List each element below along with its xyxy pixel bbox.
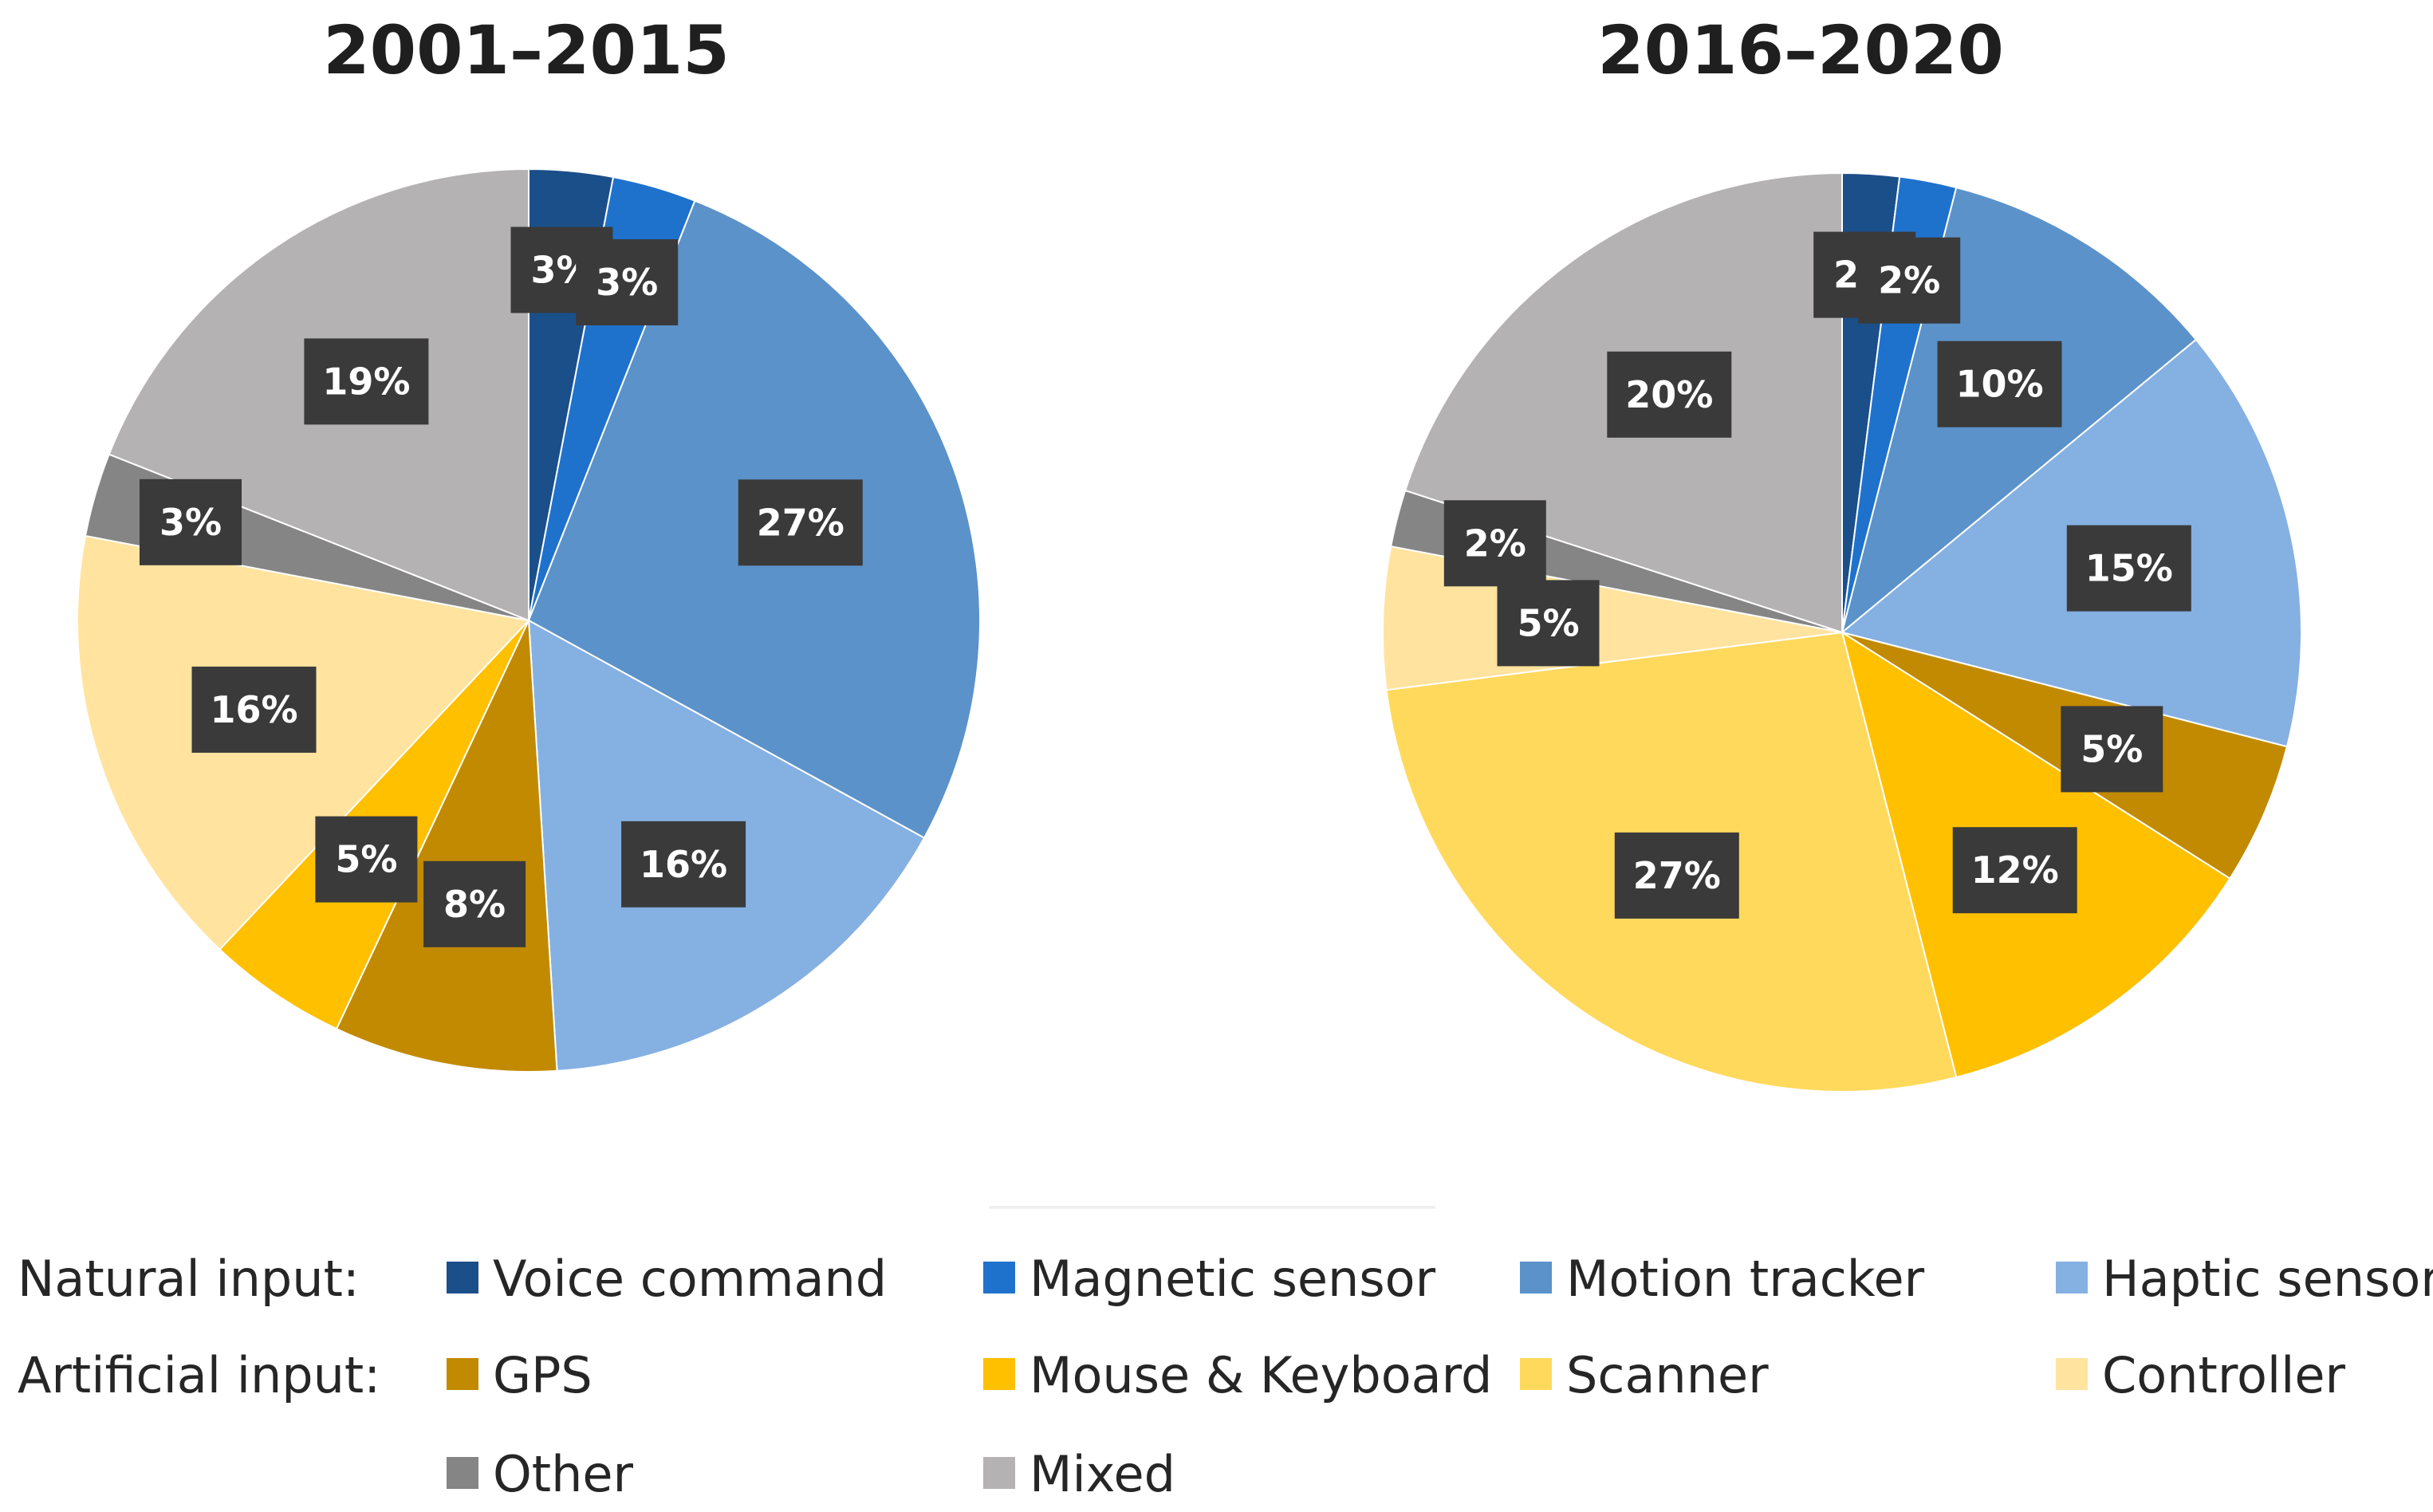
slice-label-text: 15% [2085, 547, 2173, 590]
slice-label-text: 20% [1625, 373, 1713, 416]
slice-label-text: 2% [1464, 522, 1526, 565]
legend-label-magnetic-sensor: Magnetic sensor [1029, 1250, 1436, 1308]
slice-label-text: 12% [1971, 849, 2059, 892]
slice-label-text: 5% [335, 838, 397, 881]
slice-label-gps: 5% [2061, 706, 2163, 793]
pie-2001-2015: 3% 3%27%16%8%5%16%3%19% [77, 167, 981, 1073]
chart-2016-2020: 2016–2020 2%2%10%15%5%12%27%5%2%20% [1381, 11, 2302, 1093]
legend-item-scanner: Scanner [1520, 1346, 1769, 1404]
legend-artificial-label: Artificial input: [18, 1346, 380, 1404]
slice-label-box [304, 338, 429, 425]
slice-label-text: 16% [210, 688, 297, 731]
slice-label-text: 8% [443, 883, 506, 926]
slice-label-box [140, 478, 242, 565]
legend-swatch-mouse-keyboard [983, 1358, 1015, 1390]
slice-label-text: 16% [640, 843, 727, 886]
slice-label-box [576, 239, 679, 325]
legend-item-mouse-keyboard: Mouse & Keyboard [983, 1346, 1492, 1404]
slice-label-controller: 5% [1497, 580, 1600, 667]
slice-label-magnetic-sensor: 3% [576, 239, 679, 325]
legend-swatch-other [447, 1457, 478, 1489]
slice-label-text: 10% [1955, 363, 2043, 406]
legend-swatch-magnetic-sensor [983, 1262, 1015, 1293]
slice-label-box [1614, 832, 1739, 919]
slice-label-other: 2% [1443, 500, 1546, 587]
legend-item-gps: GPS [447, 1346, 593, 1404]
slice-label-box [191, 666, 317, 753]
slice-label-haptic-sensor: 15% [2066, 525, 2191, 612]
legend-label-voice-command: Voice command [493, 1250, 887, 1308]
slice-label-box [1858, 237, 1961, 324]
slice-label-mouse-and-keyboard: 5% [315, 816, 418, 903]
slice-label-text: 3% [596, 261, 658, 304]
pie-2016-2020: 2%2%10%15%5%12%27%5%2%20% [1381, 171, 2302, 1093]
chart-2001-2015: 2001–2015 3% 3%27%16%8%5%16%3%19% [77, 11, 981, 1073]
slice-label-box [1937, 341, 2062, 427]
pie-slice-gps [335, 620, 558, 1073]
slice-label-other: 3% [140, 478, 242, 565]
slice-label-box [423, 860, 526, 947]
legend-label-gps: GPS [493, 1346, 593, 1404]
legend: Natural input: Artificial input: Voice c… [18, 1206, 2433, 1503]
slice-label-text: 5% [2081, 727, 2143, 770]
chart-title-2001-2015: 2001–2015 [323, 11, 730, 89]
slice-label-text: 5% [1517, 601, 1579, 644]
slice-label-box [738, 479, 863, 566]
legend-item-voice-command: Voice command [447, 1250, 887, 1308]
slice-label-box [315, 816, 418, 903]
legend-divider [989, 1206, 1435, 1209]
slice-label-box [2061, 706, 2163, 793]
legend-swatch-haptic-sensor [2056, 1262, 2088, 1293]
slice-label-gps: 8% [423, 860, 526, 947]
legend-item-mixed: Mixed [983, 1445, 1175, 1503]
legend-swatch-controller [2056, 1358, 2088, 1390]
slice-label-mouse-and-keyboard: 12% [1952, 827, 2077, 914]
slice-label-haptic-sensor: 16% [621, 821, 746, 908]
legend-swatch-scanner [1520, 1358, 1552, 1390]
legend-label-motion-tracker: Motion tracker [1566, 1250, 1925, 1308]
slice-label-text: 27% [757, 501, 844, 544]
slice-label-text: 2% [1878, 259, 1940, 302]
slice-label-magnetic-sensor: 2% [1858, 237, 1961, 324]
legend-swatch-gps [447, 1358, 478, 1390]
slice-label-scanner: 27% [1614, 832, 1739, 919]
pie-labels: 2%2%10%15%5%12%27%5%2%20% [1443, 231, 2191, 919]
legend-swatch-mixed [983, 1457, 1015, 1489]
slice-label-controller: 16% [191, 666, 317, 753]
chart-title-2016-2020: 2016–2020 [1597, 11, 2004, 89]
legend-label-haptic-sensor: Haptic sensor [2102, 1250, 2433, 1308]
slice-label-box [1497, 580, 1600, 667]
slice-label-box [621, 821, 746, 908]
slice-label-box [1952, 827, 2077, 914]
legend-label-scanner: Scanner [1566, 1346, 1769, 1404]
slice-label-motion-tracker: 27% [738, 479, 863, 566]
slice-label-mixed: 19% [304, 338, 429, 425]
slice-label-text: 3% [159, 501, 222, 544]
legend-label-mouse-keyboard: Mouse & Keyboard [1029, 1346, 1492, 1404]
legend-label-mixed: Mixed [1029, 1445, 1175, 1503]
legend-item-magnetic-sensor: Magnetic sensor [983, 1250, 1436, 1308]
legend-natural-label: Natural input: [18, 1250, 360, 1308]
legend-item-haptic-sensor: Haptic sensor [2056, 1250, 2433, 1308]
slice-label-motion-tracker: 10% [1937, 341, 2062, 427]
legend-item-controller: Controller [2056, 1346, 2345, 1404]
legend-item-motion-tracker: Motion tracker [1520, 1250, 1925, 1308]
slice-label-text: 27% [1633, 854, 1721, 897]
legend-label-other: Other [493, 1445, 634, 1503]
slice-label-mixed: 20% [1607, 351, 1732, 438]
legend-item-other: Other [447, 1445, 634, 1503]
legend-swatch-motion-tracker [1520, 1262, 1552, 1293]
legend-swatch-voice-command [447, 1262, 478, 1293]
slice-label-box [1443, 500, 1546, 587]
slice-label-box [2066, 525, 2191, 612]
legend-label-controller: Controller [2102, 1346, 2345, 1404]
pie-labels: 3% 3%27%16%8%5%16%3%19% [140, 226, 863, 947]
slice-label-box [1607, 351, 1732, 438]
slice-label-text: 19% [322, 360, 410, 403]
